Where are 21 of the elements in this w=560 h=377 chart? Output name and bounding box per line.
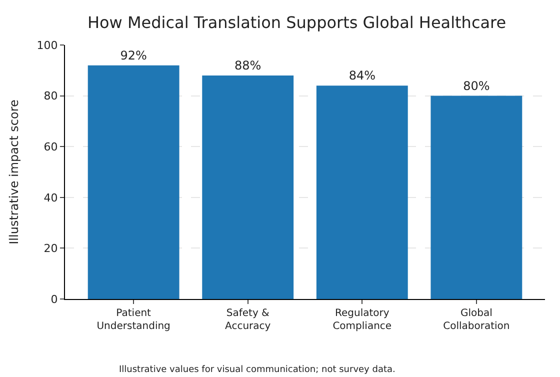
- x-tick-label: Regulatory Compliance: [332, 308, 392, 332]
- data-label: 88%: [234, 58, 262, 72]
- y-axis-title: Illustrative impact score: [7, 100, 22, 244]
- y-tick-label: 40: [44, 191, 58, 204]
- x-tick-label: Global Collaboration: [443, 308, 510, 332]
- x-tick-label: Safety & Accuracy: [225, 308, 271, 332]
- y-tick-label: 80: [44, 90, 58, 103]
- chart-title: How Medical Translation Supports Global Healthcare: [87, 13, 506, 32]
- bar: [88, 65, 180, 299]
- bar: [202, 75, 294, 299]
- y-tick-label: 100: [36, 38, 58, 52]
- bar: [316, 86, 408, 299]
- data-label: 92%: [120, 48, 147, 62]
- bar: [430, 96, 522, 299]
- y-tick-label: 60: [44, 140, 58, 154]
- y-tick-label: 0: [50, 292, 58, 306]
- text: Illustrative values for visual communication; not survey data.: [119, 365, 396, 375]
- y-tick-label: 20: [44, 242, 58, 256]
- data-label: 84%: [348, 68, 376, 83]
- x-tick-label: Patient Understanding: [96, 308, 170, 332]
- data-label: 80%: [463, 78, 490, 93]
